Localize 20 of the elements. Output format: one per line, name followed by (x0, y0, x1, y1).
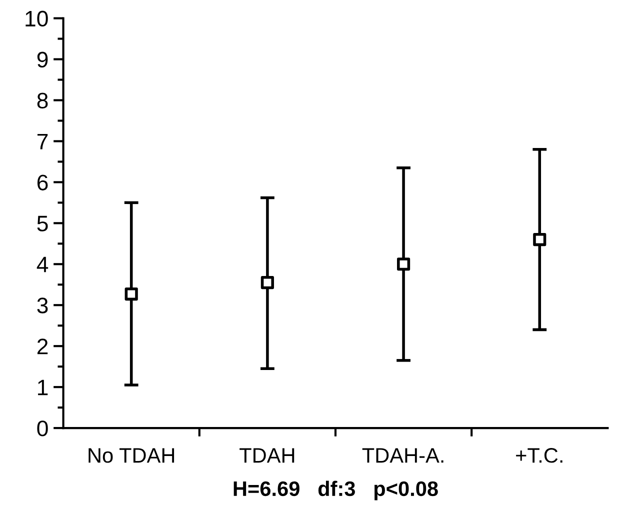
point (533, 233, 546, 246)
y-tick-label: 1 (38, 380, 48, 396)
y-tick-label: 7 (38, 134, 48, 150)
y-tick-label: 3 (37, 298, 48, 314)
x-tick-label: TDAH-A. (362, 448, 444, 463)
y-tick-label: 6 (37, 174, 48, 190)
y-tick-label: 5 (37, 216, 48, 232)
point (396, 258, 410, 271)
y-tick-label: 2 (37, 338, 48, 354)
y-tick-label: 0 (37, 420, 48, 436)
x-tick-label: +T.C. (516, 448, 562, 463)
x-tick-label: No TDAH (88, 448, 174, 463)
y-tick-label: 10 (26, 10, 48, 27)
y-tick-label: 9 (37, 52, 48, 68)
x-tick-label: TDAH (240, 448, 294, 463)
point (260, 276, 274, 290)
y-tick-label: 4 (36, 256, 48, 272)
point (124, 288, 138, 301)
x-axis-title: H=6.69 df:3 p<0.08 (234, 480, 438, 500)
y-tick-label: 8 (37, 92, 48, 108)
